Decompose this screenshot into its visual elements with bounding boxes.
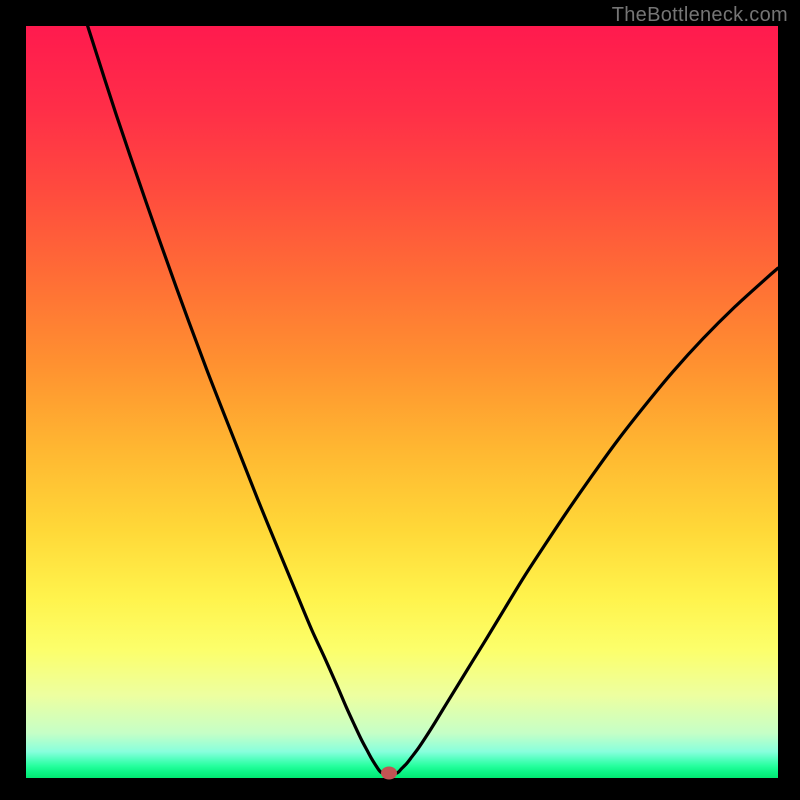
watermark-text: TheBottleneck.com <box>612 4 788 27</box>
bottleneck-curve <box>26 26 778 778</box>
optimal-point-marker <box>381 767 397 780</box>
plot-area <box>26 26 778 778</box>
